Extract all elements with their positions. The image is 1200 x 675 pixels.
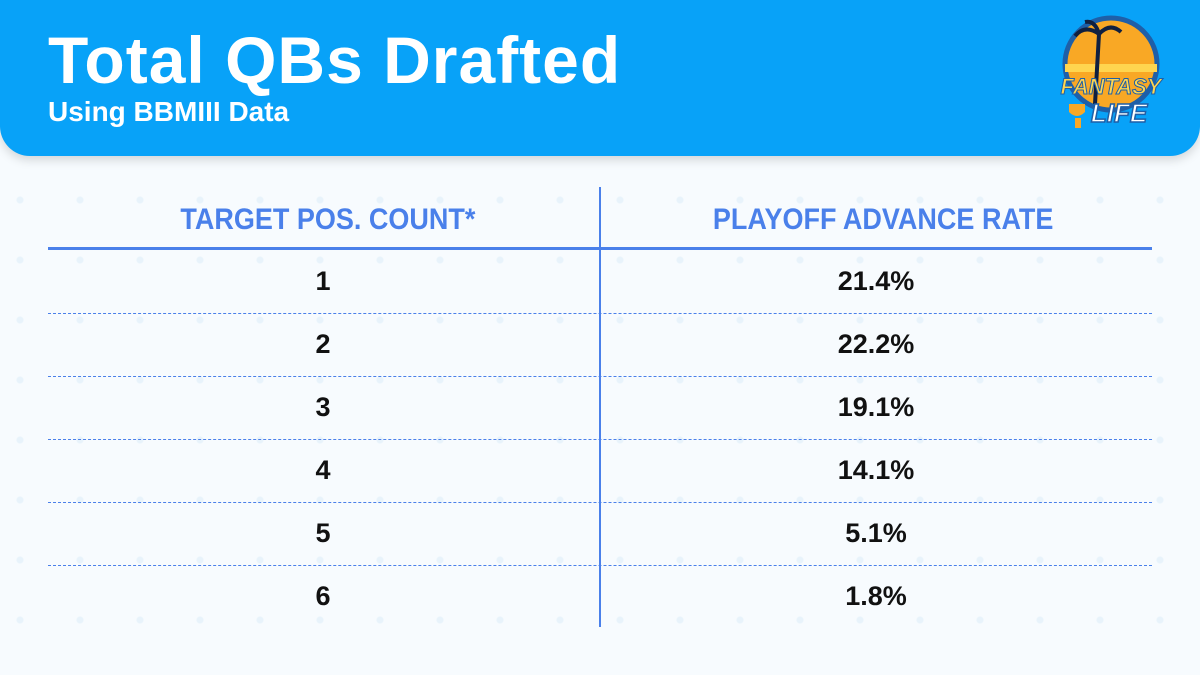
column-header-playoff-advance-rate: PLAYOFF ADVANCE RATE	[712, 203, 1054, 236]
cell-playoff-advance-rate: 1.8%	[845, 581, 907, 611]
cell-playoff-advance-rate: 14.1%	[837, 455, 915, 485]
table-row: 5 5.1%	[48, 502, 1152, 566]
table-row: 6 1.8%	[48, 565, 1152, 628]
cell-target-pos-count: 6	[315, 581, 331, 611]
header-banner: Total QBs Drafted Using BBMIII Data FANT…	[0, 0, 1200, 156]
svg-text:FANTASY: FANTASY	[1060, 74, 1163, 99]
cell-playoff-advance-rate: 5.1%	[845, 518, 907, 548]
page-title: Total QBs Drafted	[48, 23, 622, 97]
table-row: 1 21.4%	[48, 250, 1152, 314]
svg-text:LIFE: LIFE	[1091, 98, 1148, 128]
cell-target-pos-count: 3	[315, 392, 331, 422]
table-row: 2 22.2%	[48, 313, 1152, 377]
column-divider	[599, 187, 601, 627]
cell-playoff-advance-rate: 22.2%	[837, 329, 915, 359]
cell-target-pos-count: 1	[315, 266, 331, 296]
column-header-target-pos-count: TARGET POS. COUNT*	[180, 203, 476, 236]
table-row: 4 14.1%	[48, 439, 1152, 503]
cell-playoff-advance-rate: 19.1%	[837, 392, 915, 422]
fantasy-life-logo: FANTASY LIFE	[1060, 15, 1164, 129]
cell-target-pos-count: 2	[315, 329, 331, 359]
page-subtitle: Using BBMIII Data	[48, 96, 290, 127]
cell-target-pos-count: 5	[315, 518, 331, 548]
cell-target-pos-count: 4	[315, 455, 331, 485]
cell-playoff-advance-rate: 21.4%	[837, 266, 915, 296]
table-row: 3 19.1%	[48, 376, 1152, 440]
